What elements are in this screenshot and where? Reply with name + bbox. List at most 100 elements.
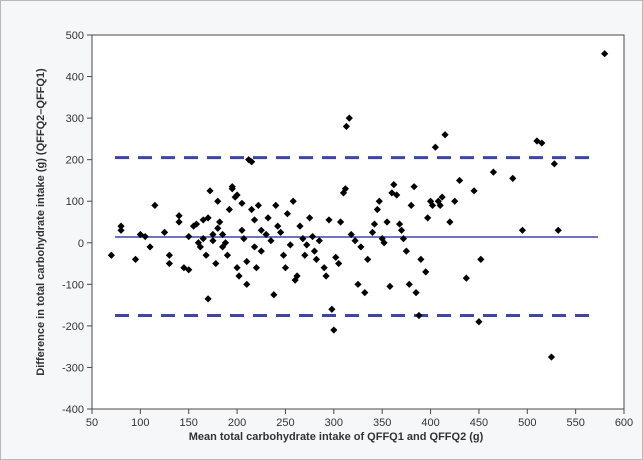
data-point [509, 174, 517, 182]
data-point [364, 255, 372, 263]
data-point [393, 191, 401, 199]
data-point [370, 220, 379, 228]
data-point [281, 264, 290, 272]
data-point [204, 214, 212, 222]
data-point [238, 226, 246, 234]
data-point [289, 197, 297, 205]
data-point [117, 222, 125, 230]
data-point [475, 318, 483, 326]
y-tick-label: -200 [62, 321, 84, 333]
data-point [345, 114, 353, 122]
data-point [426, 197, 435, 205]
data-point [470, 187, 478, 195]
data-point [395, 220, 404, 228]
data-point [533, 137, 541, 145]
data-point [405, 280, 413, 288]
data-point [462, 274, 470, 282]
data-point [291, 276, 299, 284]
data-point [225, 205, 233, 214]
data-point [107, 251, 115, 259]
data-point [310, 247, 319, 255]
data-point [283, 210, 291, 218]
data-point [325, 216, 333, 224]
x-tick-label: 550 [566, 417, 584, 429]
data-point [335, 259, 343, 268]
data-point [424, 214, 432, 222]
data-point [165, 259, 173, 268]
data-point [293, 272, 301, 280]
data-point [238, 199, 246, 207]
y-tick-label: -400 [62, 404, 84, 416]
data-point [277, 228, 285, 236]
data-point [212, 259, 220, 268]
data-point [422, 268, 430, 276]
data-point [328, 305, 336, 313]
data-point [272, 201, 280, 209]
data-point [151, 201, 159, 209]
data-point [390, 181, 398, 189]
data-point [214, 197, 222, 205]
data-point [477, 255, 485, 263]
data-point [296, 222, 304, 230]
data-point [254, 201, 262, 209]
data-point [312, 255, 321, 263]
data-point [306, 214, 314, 222]
data-point [221, 239, 230, 247]
x-tick-label: 250 [276, 417, 294, 429]
data-point [431, 143, 439, 151]
data-point [262, 230, 270, 239]
data-point [407, 201, 415, 209]
data-point [279, 251, 288, 259]
data-point [131, 255, 140, 263]
data-point [550, 160, 558, 168]
data-point [336, 218, 345, 226]
data-point [235, 272, 243, 280]
data-point [399, 235, 408, 243]
data-point [299, 235, 307, 243]
data-point [196, 243, 204, 251]
data-point [204, 295, 212, 303]
data-point [117, 226, 125, 234]
data-point [601, 50, 609, 58]
data-point [252, 264, 261, 272]
y-tick-label: 100 [66, 196, 84, 208]
data-point [141, 232, 149, 241]
data-point [489, 168, 498, 176]
data-point [248, 205, 256, 214]
data-point [308, 232, 317, 241]
data-point [264, 214, 272, 222]
y-tick-label: 0 [78, 238, 84, 250]
data-point [274, 222, 282, 230]
data-point [347, 230, 355, 239]
data-point [554, 226, 562, 234]
data-point [185, 232, 193, 241]
data-point [303, 241, 311, 249]
y-tick-label: -100 [62, 279, 84, 291]
x-tick-label: 100 [131, 417, 149, 429]
data-point [397, 226, 406, 234]
data-point [301, 251, 309, 259]
data-point [428, 201, 437, 209]
data-point [214, 224, 222, 232]
data-point [175, 212, 183, 220]
data-point [446, 218, 454, 226]
x-tick-label: 400 [421, 417, 439, 429]
data-point [373, 205, 381, 214]
x-tick-label: 500 [518, 417, 536, 429]
x-axis-label: Mean total carbohydrate intake of QFFQ1 … [189, 431, 484, 443]
data-point [451, 197, 459, 205]
data-point [438, 193, 446, 201]
data-point [380, 239, 388, 247]
data-point [410, 183, 418, 191]
data-point [320, 264, 328, 272]
plot-area [91, 34, 625, 410]
data-point [441, 131, 449, 139]
x-tick-label: 200 [228, 417, 246, 429]
y-tick-label: 300 [66, 113, 84, 125]
y-tick-label: -300 [62, 362, 84, 374]
data-point [417, 255, 425, 263]
data-point [518, 226, 527, 234]
data-point [248, 158, 256, 166]
data-point [175, 218, 183, 226]
